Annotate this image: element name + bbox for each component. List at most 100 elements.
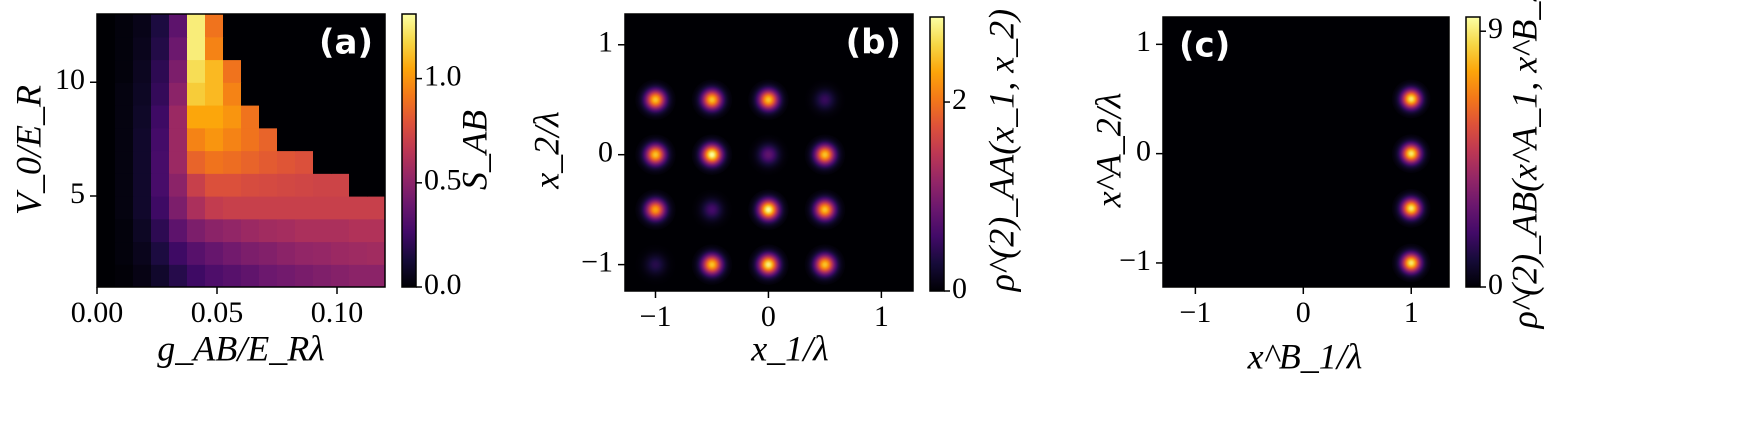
heatmap-cell <box>295 82 314 106</box>
density-spot <box>748 79 789 121</box>
heatmap-cell <box>295 264 314 287</box>
heatmap-cell <box>259 150 278 174</box>
heatmap-cell <box>205 105 224 129</box>
x-tick-label: 0.10 <box>311 296 364 329</box>
heatmap-cell <box>349 105 368 129</box>
heatmap-cell <box>331 105 350 129</box>
heatmap-cell <box>133 127 152 152</box>
heatmap-cell <box>331 241 350 265</box>
heatmap-cell <box>295 105 314 129</box>
heatmap-cell <box>241 150 260 174</box>
colorbar-tick-label: 0.5 <box>424 164 462 197</box>
heatmap-cell <box>313 36 332 61</box>
heatmap-cell <box>259 14 278 38</box>
density-spot <box>748 189 789 230</box>
density-spot <box>691 189 733 230</box>
colorbar-tick-label: 0 <box>1488 268 1503 301</box>
heatmap-cell <box>241 196 260 220</box>
density-spot <box>804 244 846 285</box>
x-tick-label: 0.00 <box>71 296 124 329</box>
plot-area <box>1163 17 1449 287</box>
heatmap-cell <box>295 173 314 197</box>
y-axis-label: x_2/λ <box>526 111 566 190</box>
colorbar-label: ρ^(2)_AA(x_1, x_2) <box>981 9 1021 292</box>
heatmap-cell <box>151 218 170 243</box>
heatmap-cell <box>169 127 188 152</box>
heatmap-cell <box>115 105 134 129</box>
heatmap-cell <box>97 59 116 83</box>
heatmap-cell <box>97 36 116 61</box>
heatmap-cell <box>151 173 170 197</box>
colorbar <box>1465 16 1481 288</box>
x-tick-label: 0 <box>761 300 776 333</box>
heatmap-cell <box>349 59 368 83</box>
heatmap-cell <box>187 241 206 265</box>
heatmap-cell <box>313 127 332 152</box>
heatmap-cell <box>331 196 350 220</box>
x-axis-label: x_1/λ <box>750 328 829 368</box>
heatmap-cell <box>205 36 224 61</box>
heatmap-cell <box>367 82 385 106</box>
heatmap-cell <box>313 14 332 38</box>
density-spot <box>1391 243 1431 283</box>
heatmap-cell <box>223 59 242 83</box>
heatmap-cell <box>241 14 260 38</box>
heatmap-cell <box>295 127 314 152</box>
heatmap-cell <box>259 196 278 220</box>
x-tick-label: 0.05 <box>191 296 244 329</box>
heatmap-cell <box>295 36 314 61</box>
panel-label: (a) <box>319 23 373 63</box>
heatmap-cell <box>331 59 350 83</box>
heatmap-cell <box>331 14 350 38</box>
heatmap-cell <box>97 241 116 265</box>
density-spot <box>691 244 733 285</box>
x-tick-label: 1 <box>1404 296 1419 329</box>
heatmap-cell <box>151 241 170 265</box>
heatmap-cell <box>169 173 188 197</box>
heatmap-cell <box>169 218 188 243</box>
colorbar-tick-label: 1.0 <box>424 59 462 92</box>
x-tick-label: 0 <box>1296 296 1311 329</box>
heatmap-cell <box>277 241 296 265</box>
panel-label: (c) <box>1179 26 1230 66</box>
heatmap-cell <box>313 173 332 197</box>
heatmap-cell <box>259 105 278 129</box>
heatmap-cell <box>349 127 368 152</box>
heatmap-cell <box>349 173 368 197</box>
heatmap-cell <box>187 105 206 129</box>
colorbar-tick-label: 2 <box>952 83 967 116</box>
heatmap-cell <box>241 264 260 287</box>
heatmap-cell <box>151 82 170 106</box>
heatmap-cell <box>97 105 116 129</box>
heatmap-cell <box>205 150 224 174</box>
heatmap-cell <box>133 264 152 287</box>
heatmap-cell <box>313 150 332 174</box>
heatmap-cell <box>151 105 170 129</box>
colorbar-label: S_AB <box>454 110 494 190</box>
heatmap-cell <box>169 196 188 220</box>
heatmap-cell <box>187 14 206 38</box>
heatmap-cell <box>169 150 188 174</box>
heatmap-cell <box>313 241 332 265</box>
heatmap-cell <box>241 105 260 129</box>
heatmap-cell <box>367 59 385 83</box>
heatmap-cell <box>151 36 170 61</box>
heatmap-cell <box>169 36 188 61</box>
heatmap-cell <box>205 196 224 220</box>
y-tick-label: 1 <box>1136 25 1151 58</box>
heatmap-cell <box>115 82 134 106</box>
heatmap-cell <box>205 218 224 243</box>
density-spot <box>691 134 733 176</box>
x-tick-label: −1 <box>1179 296 1211 329</box>
heatmap-cell <box>115 59 134 83</box>
heatmap-cell <box>295 14 314 38</box>
heatmap-cell <box>205 173 224 197</box>
y-tick-label: 5 <box>70 177 85 210</box>
heatmap-cell <box>313 82 332 106</box>
heatmap-cell <box>295 241 314 265</box>
heatmap-cell <box>133 173 152 197</box>
heatmap-cell <box>97 218 116 243</box>
heatmap-cell <box>331 173 350 197</box>
heatmap-cell <box>223 14 242 38</box>
heatmap-cell <box>169 241 188 265</box>
